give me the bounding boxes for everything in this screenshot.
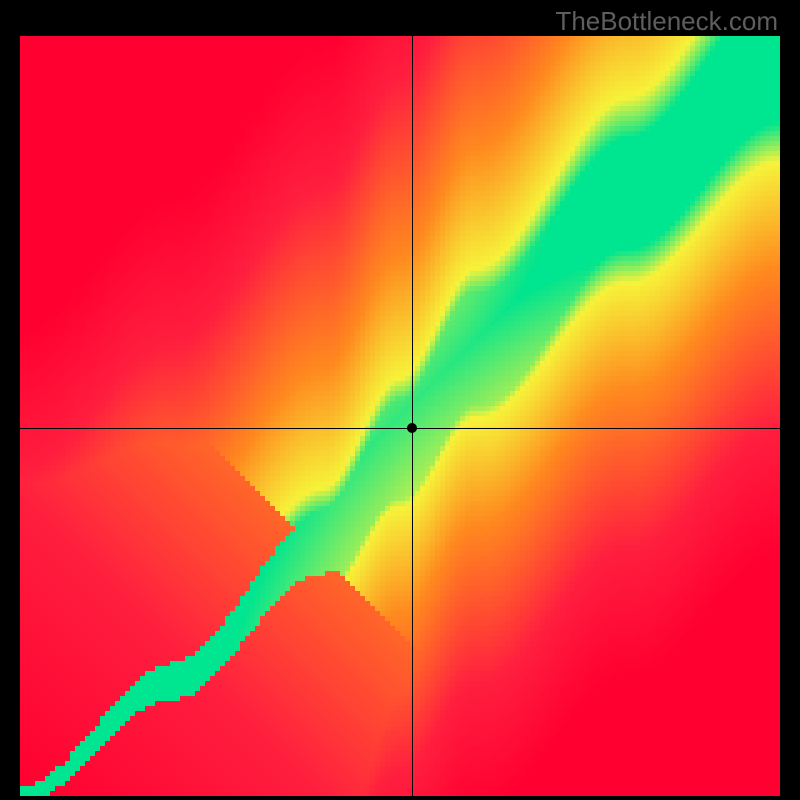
crosshair-horizontal [20, 428, 780, 429]
attribution-text: TheBottleneck.com [555, 6, 778, 37]
heatmap-chart [20, 36, 780, 796]
crosshair-vertical [412, 36, 413, 796]
marker-dot [407, 423, 417, 433]
heatmap-canvas [20, 36, 780, 796]
